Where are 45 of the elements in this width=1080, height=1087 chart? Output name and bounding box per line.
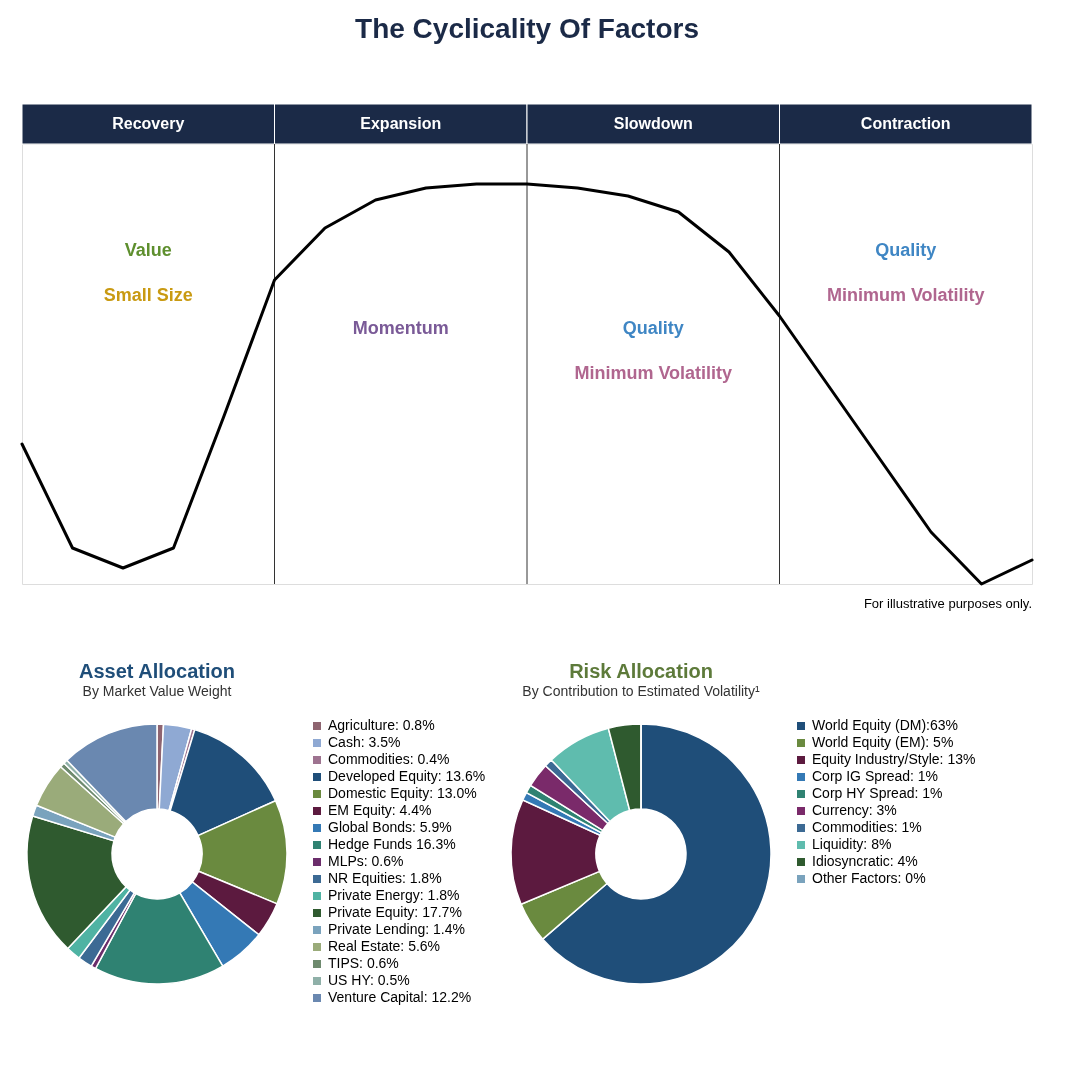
legend-label: Corp IG Spread: 1% [812,768,939,784]
legend-label: World Equity (DM):63% [812,717,959,733]
legend-label: Equity Industry/Style: 13% [812,751,976,767]
annotation: Momentum [352,318,449,338]
text: Contraction [860,115,951,132]
annotation: Value [124,240,172,260]
annotation: Quality [875,240,937,260]
legend-label: Global Bonds: 5.9% [328,819,452,835]
legend-label: Domestic Equity: 13.0% [328,785,477,801]
legend-label: Idiosyncratic: 4% [812,853,918,869]
legend-label: TIPS: 0.6% [328,955,399,971]
legend-label: Corp HY Spread: 1% [812,785,943,801]
chart-subtitle: By Contribution to Estimated Volatility¹ [522,683,760,699]
chart-title: Risk Allocation [569,660,713,682]
annotation: Quality [622,318,684,338]
legend-label: Hedge Funds 16.3% [328,836,456,852]
legend-label: US HY: 0.5% [328,972,410,988]
legend-label: Cash: 3.5% [328,734,401,750]
text: Slowdown [613,115,693,132]
text: For illustrative purposes only. [863,596,1032,611]
text: Recovery [112,115,185,132]
chart-title: Asset Allocation [79,660,235,682]
legend-label: Real Estate: 5.6% [328,938,441,954]
annotation: Minimum Volatility [574,363,733,383]
legend-label: Commodities: 0.4% [328,751,450,767]
annotation: Small Size [103,285,193,305]
legend-label: World Equity (EM): 5% [812,734,954,750]
legend-label: EM Equity: 4.4% [328,802,432,818]
chart-title: The Cyclicality Of Factors [355,12,699,44]
legend-label: Commodities: 1% [812,819,922,835]
legend-label: NR Equities: 1.8% [328,870,442,886]
legend-label: MLPs: 0.6% [328,853,404,869]
legend-label: Other Factors: 0% [812,870,926,886]
text: Expansion [360,115,442,132]
legend-label: Venture Capital: 12.2% [328,989,472,1005]
legend-label: Agriculture: 0.8% [328,717,435,733]
annotation: Minimum Volatility [826,285,985,305]
donut-slice [35,765,125,838]
chart-subtitle: By Market Value Weight [82,683,232,699]
legend-label: Private Lending: 1.4% [328,921,465,937]
legend-label: Private Equity: 17.7% [328,904,462,920]
legend-label: Liquidity: 8% [812,836,892,852]
legend-label: Developed Equity: 13.6% [328,768,486,784]
legend-label: Private Energy: 1.8% [328,887,460,903]
legend-label: Currency: 3% [812,802,897,818]
